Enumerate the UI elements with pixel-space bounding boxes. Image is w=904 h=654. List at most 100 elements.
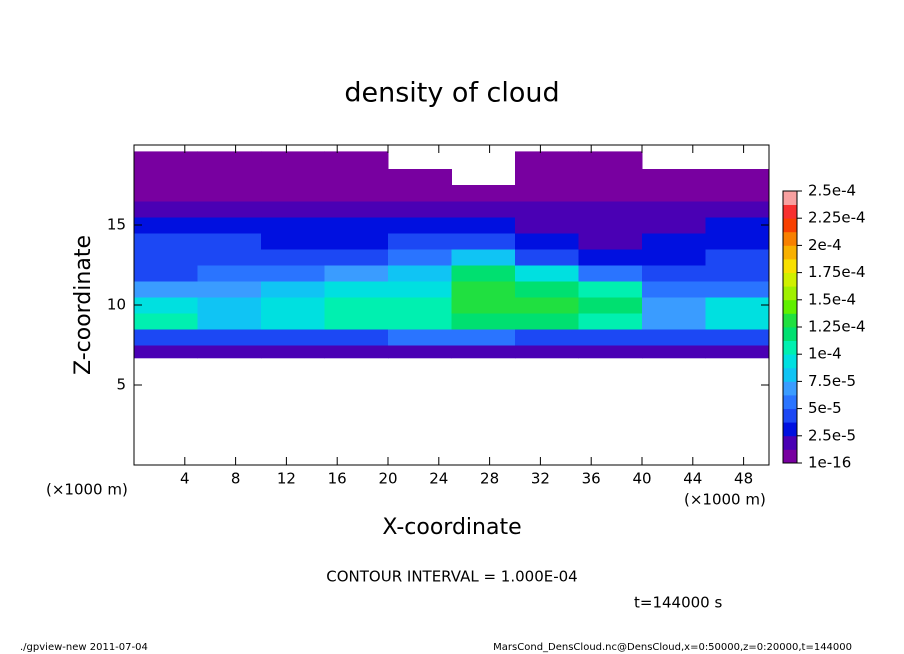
heat-cell <box>134 233 198 250</box>
colorbar-swatch <box>783 313 797 328</box>
heat-cell <box>642 201 706 218</box>
colorbar-swatch <box>783 367 797 382</box>
colorbar-tick-label: 2.25e-4 <box>808 209 866 227</box>
chart-title: density of cloud <box>344 78 559 109</box>
heat-cell <box>324 249 389 266</box>
heat-cell <box>642 345 706 359</box>
x-tick-label: 40 <box>632 470 651 488</box>
footer-right: MarsCond_DensCloud.nc@DensCloud,x=0:5000… <box>493 642 852 653</box>
colorbar-swatch <box>783 435 797 450</box>
colorbar-tick-label: 1.75e-4 <box>808 263 866 281</box>
heat-cell <box>324 185 389 202</box>
heat-cell <box>197 249 262 266</box>
colorbar-swatch <box>783 218 797 233</box>
colorbar-tick-label: 1.5e-4 <box>808 290 856 308</box>
y-tick-label: 5 <box>116 376 126 394</box>
heat-cell <box>324 151 389 170</box>
colorbar-swatch <box>783 422 797 437</box>
colorbar-tick-label: 2.5e-5 <box>808 426 856 444</box>
heat-cell <box>451 281 516 298</box>
colorbar-tick-label: 5e-5 <box>808 399 842 417</box>
heat-cell <box>197 185 262 202</box>
colorbar-tick-label: 1e-16 <box>808 454 851 472</box>
heat-cell <box>388 265 452 282</box>
colorbar-swatch <box>783 395 797 409</box>
colorbar-swatch <box>783 327 797 341</box>
heat-cell <box>388 345 452 359</box>
x-unit: (×1000 m) <box>684 491 766 509</box>
y-tick-label: 10 <box>107 296 126 314</box>
time-note: t=144000 s <box>634 594 722 612</box>
heat-cell <box>515 249 579 266</box>
heat-cell <box>197 151 262 170</box>
heat-cell <box>705 265 770 282</box>
heat-cell <box>324 217 389 234</box>
colorbar-swatch <box>783 408 797 423</box>
heat-cell <box>261 185 325 202</box>
colorbar-tick-label: 1.25e-4 <box>808 318 866 336</box>
heat-cell <box>261 265 325 282</box>
y-tick-label: 15 <box>107 216 126 234</box>
colorbar-swatch <box>783 449 797 464</box>
x-tick-label: 44 <box>683 470 702 488</box>
heat-cell <box>388 169 452 186</box>
heat-cell <box>578 151 643 170</box>
heat-cell <box>324 297 389 314</box>
footer-left: ./gpview-new 2011-07-04 <box>20 642 148 653</box>
heat-cell <box>197 169 262 186</box>
heat-cell <box>705 329 770 346</box>
heat-cell <box>197 201 262 218</box>
x-tick-label: 36 <box>582 470 601 488</box>
heat-cell <box>388 329 452 346</box>
x-tick-label: 8 <box>231 470 241 488</box>
heat-cell <box>388 313 452 330</box>
heat-cell <box>642 169 706 186</box>
heat-cell <box>134 329 198 346</box>
colorbar-swatch <box>783 231 797 246</box>
heat-cell <box>515 151 579 170</box>
heat-cell <box>324 329 389 346</box>
x-tick-label: 24 <box>429 470 448 488</box>
heat-cell <box>324 265 389 282</box>
heat-cell <box>134 345 198 359</box>
heat-cell <box>261 217 325 234</box>
heat-cell <box>515 281 579 298</box>
heat-cell <box>515 345 579 359</box>
colorbar-swatch <box>783 381 797 396</box>
heat-cell <box>261 201 325 218</box>
heat-cell <box>134 265 198 282</box>
heat-cell <box>134 313 198 330</box>
heat-cell <box>451 233 516 250</box>
heat-cell <box>197 297 262 314</box>
heat-cell <box>515 297 579 314</box>
x-tick-label: 20 <box>378 470 397 488</box>
heat-cell <box>324 201 389 218</box>
colorbar-swatch <box>783 354 797 369</box>
heat-cell <box>261 297 325 314</box>
heat-cell <box>515 185 579 202</box>
heat-cell <box>324 345 389 359</box>
heat-cell <box>451 345 516 359</box>
x-tick-label: 32 <box>531 470 550 488</box>
heat-cell <box>515 169 579 186</box>
heat-cell <box>705 345 770 359</box>
heat-cell <box>324 233 389 250</box>
heat-cell <box>197 265 262 282</box>
heat-cell <box>324 281 389 298</box>
x-tick-label: 16 <box>328 470 347 488</box>
heat-cell <box>197 233 262 250</box>
heat-cell <box>261 233 325 250</box>
heat-cell <box>134 297 198 314</box>
heat-cell <box>515 329 579 346</box>
heat-cell <box>578 313 643 330</box>
y-unit: (×1000 m) <box>46 481 128 499</box>
heat-cell <box>261 281 325 298</box>
heat-cell <box>578 185 643 202</box>
heat-cell <box>705 249 770 266</box>
heat-cell <box>515 201 579 218</box>
heat-cell <box>578 249 643 266</box>
heat-cell <box>388 185 452 202</box>
heat-cell <box>451 217 516 234</box>
heat-cell <box>134 249 198 266</box>
heat-cell <box>388 281 452 298</box>
